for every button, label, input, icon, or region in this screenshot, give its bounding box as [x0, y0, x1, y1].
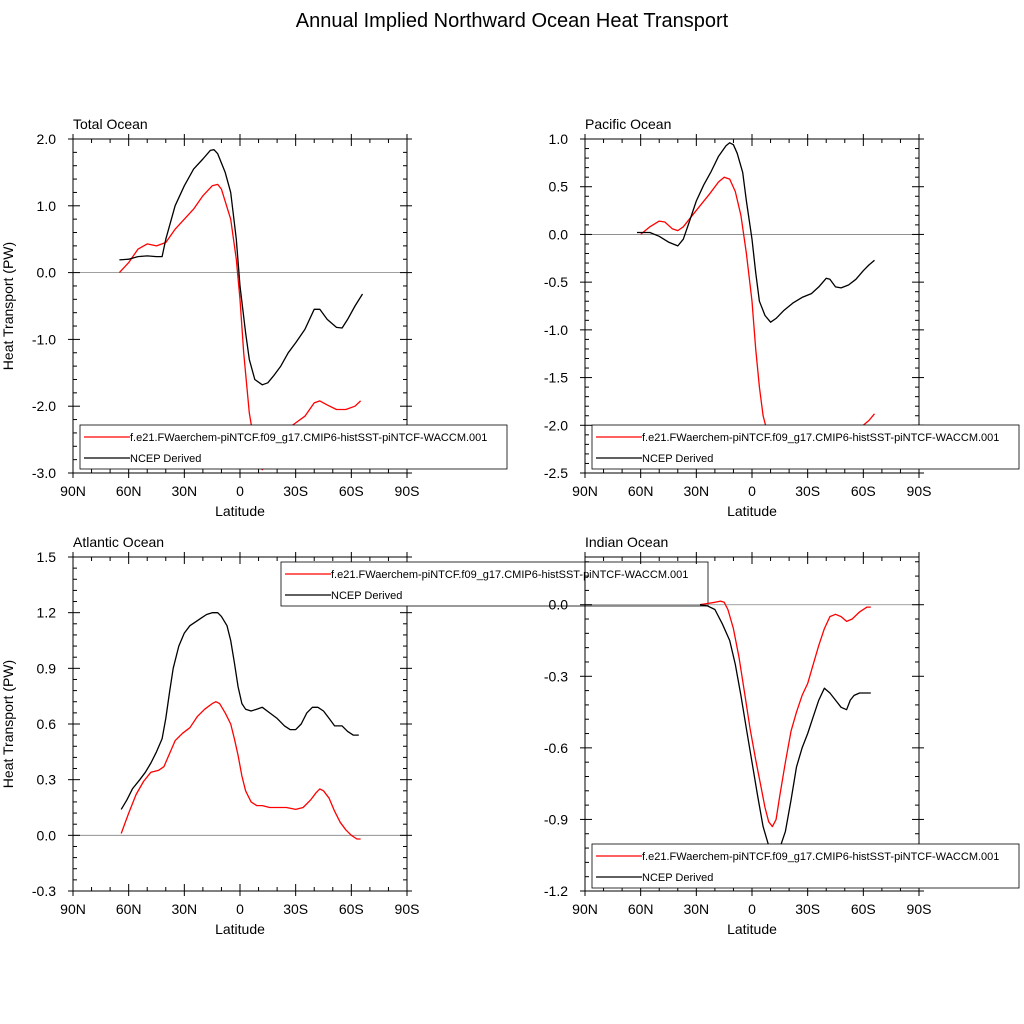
chart-atlantic-ocean: Atlantic Ocean 90N 60N 30N 0 30S 60S 90S Latitud… [0, 534, 709, 937]
y-tick-label: 1.0 [549, 131, 569, 147]
x-tick-label: 90S [395, 901, 420, 917]
series-line-model [699, 600, 871, 828]
y-tick-label: 2.0 [37, 131, 57, 147]
x-tick-label: 60S [851, 483, 876, 499]
legend-label: NCEP Derived [642, 453, 713, 465]
x-tick-label: 30N [171, 901, 197, 917]
y-tick-label: -2.0 [32, 398, 56, 414]
y-tick-label: 0.0 [37, 265, 57, 281]
y-tick-label: -2.0 [544, 417, 568, 433]
series-line-ncep [119, 149, 364, 386]
y-tick-label: -1.0 [32, 331, 56, 347]
x-tick-label: 30N [683, 901, 709, 917]
series-line-model [640, 176, 875, 438]
legend-label: NCEP Derived [642, 872, 713, 884]
y-tick-label: 0.9 [37, 660, 57, 676]
x-tick-label: 0 [748, 901, 756, 917]
panel-title: Indian Ocean [585, 534, 668, 550]
series-line-ncep [699, 604, 871, 854]
legend-label: NCEP Derived [130, 453, 201, 465]
y-tick-label: -0.5 [544, 274, 568, 290]
plot-frame [72, 556, 408, 892]
chart-panels: Total Ocean 90N 60N 30N 0 30S 60S 90S Latitude 2.… [0, 116, 1020, 937]
legend-box [591, 424, 1020, 470]
x-tick-label: 90N [60, 901, 86, 917]
legend: f.e21.FWaerchem-piNTCF.f09_g17.CMIP6-his… [79, 424, 508, 470]
y-tick-label: -3.0 [32, 465, 56, 481]
legend-label: NCEP Derived [331, 590, 402, 602]
x-axis-label: Latitude [215, 503, 265, 519]
legend-label: f.e21.FWaerchem-piNTCF.f09_g17.CMIP6-his… [642, 851, 999, 863]
x-axis-label: Latitude [727, 921, 777, 937]
panel-title: Pacific Ocean [585, 116, 671, 132]
y-tick-label: 0.6 [37, 716, 57, 732]
x-tick-label: 30N [683, 483, 709, 499]
legend-box [280, 561, 709, 607]
x-tick-label: 30N [171, 483, 197, 499]
x-tick-label: 60N [628, 483, 654, 499]
y-tick-label: -0.3 [32, 883, 56, 899]
y-tick-label: -1.5 [544, 370, 568, 386]
legend-box [79, 424, 508, 470]
series-line-ncep [120, 612, 359, 810]
x-tick-label: 90S [907, 483, 932, 499]
x-tick-label: 0 [748, 483, 756, 499]
x-tick-label: 60N [628, 901, 654, 917]
y-tick-label: 1.2 [37, 605, 57, 621]
legend-label: f.e21.FWaerchem-piNTCF.f09_g17.CMIP6-his… [130, 432, 487, 444]
x-tick-label: 90S [395, 483, 420, 499]
x-tick-label: 90N [572, 901, 598, 917]
legend-label: f.e21.FWaerchem-piNTCF.f09_g17.CMIP6-his… [331, 569, 688, 581]
x-tick-label: 60S [339, 901, 364, 917]
x-axis-label: Latitude [727, 503, 777, 519]
x-tick-label: 90S [907, 901, 932, 917]
x-tick-label: 60S [851, 901, 876, 917]
x-tick-label: 90N [60, 483, 86, 499]
series-line-model [120, 701, 361, 840]
y-axis-label: Heat Transport (PW) [0, 660, 16, 788]
y-tick-label: -1.2 [544, 883, 568, 899]
y-tick-label: 0.0 [549, 226, 569, 242]
y-tick-label: 0.0 [37, 827, 57, 843]
legend: f.e21.FWaerchem-piNTCF.f09_g17.CMIP6-his… [591, 843, 1020, 889]
y-tick-label: -2.5 [544, 465, 568, 481]
y-tick-label: 1.0 [37, 198, 57, 214]
legend-box [591, 843, 1020, 889]
x-tick-label: 90N [572, 483, 598, 499]
panel-title: Atlantic Ocean [73, 534, 164, 550]
legend-label: f.e21.FWaerchem-piNTCF.f09_g17.CMIP6-his… [642, 432, 999, 444]
series-line-model [118, 183, 362, 471]
x-tick-label: 60S [339, 483, 364, 499]
x-tick-label: 0 [236, 483, 244, 499]
x-tick-label: 30S [283, 901, 308, 917]
x-tick-label: 60N [116, 483, 142, 499]
y-tick-label: 0.3 [37, 772, 57, 788]
legend: f.e21.FWaerchem-piNTCF.f09_g17.CMIP6-his… [280, 561, 709, 607]
y-tick-label: -0.3 [544, 668, 568, 684]
x-tick-label: 60N [116, 901, 142, 917]
x-tick-label: 30S [795, 483, 820, 499]
y-tick-label: 0.5 [549, 179, 569, 195]
panel-title: Total Ocean [73, 116, 148, 132]
x-tick-label: 0 [236, 901, 244, 917]
series-line-ncep [637, 142, 875, 323]
x-tick-label: 30S [795, 901, 820, 917]
chart-total-ocean: Total Ocean 90N 60N 30N 0 30S 60S 90S Latitude 2.… [0, 116, 508, 519]
x-tick-label: 30S [283, 483, 308, 499]
y-tick-label: 1.5 [37, 549, 57, 565]
y-tick-label: -1.0 [544, 322, 568, 338]
y-tick-label: 0.0 [549, 597, 569, 613]
y-tick-label: -0.9 [544, 811, 568, 827]
chart-indian-ocean: Indian Ocean 90N 60N 30N 0 30S 60S 90S Latitude 0… [544, 534, 1020, 937]
legend: f.e21.FWaerchem-piNTCF.f09_g17.CMIP6-his… [591, 424, 1020, 470]
chart-pacific-ocean: Pacific Ocean 90N 60N 30N 0 30S 60S 90S Latitude… [544, 116, 1020, 519]
y-axis-label: Heat Transport (PW) [0, 242, 16, 370]
x-axis-label: Latitude [215, 921, 265, 937]
figure-title: Annual Implied Northward Ocean Heat Tran… [296, 10, 729, 32]
y-tick-label: -0.6 [544, 740, 568, 756]
